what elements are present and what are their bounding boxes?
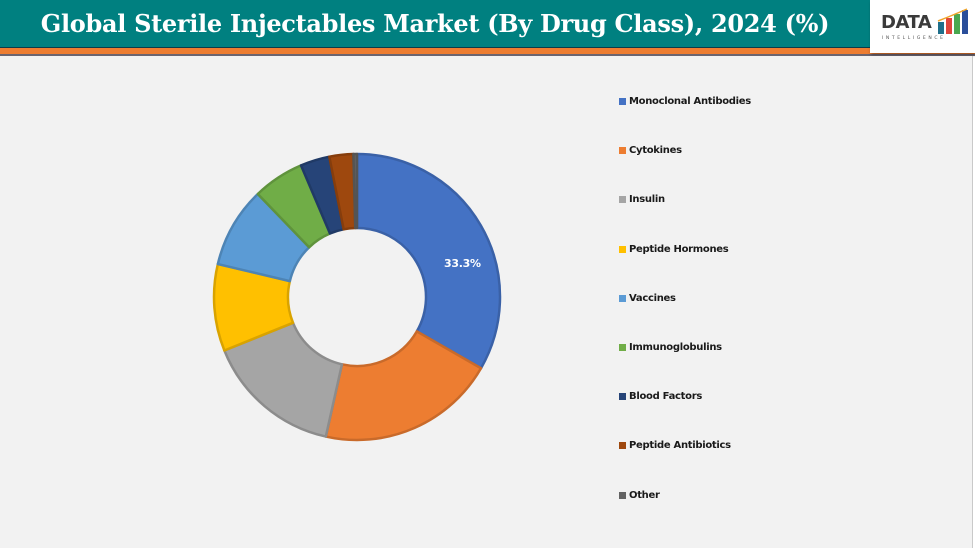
- legend-label: Immunoglobulins: [629, 341, 722, 353]
- donut-chart: [212, 152, 502, 442]
- legend-swatch: [619, 146, 626, 154]
- donut-slice-other[interactable]: [352, 152, 359, 230]
- legend-swatch: [619, 195, 626, 203]
- donut-slice-monoclonal-antibodies[interactable]: [355, 152, 502, 370]
- accent-divider: [0, 48, 975, 56]
- legend-item-insulin[interactable]: Insulin: [619, 192, 665, 206]
- header-bar: Global Sterile Injectables Market (By Dr…: [0, 0, 975, 48]
- legend-label: Monoclonal Antibodies: [629, 95, 751, 107]
- chart-area: 33.3% Monoclonal Antibodies Cytokines In…: [0, 56, 973, 548]
- legend-label: Peptide Hormones: [629, 243, 729, 255]
- legend-swatch: [619, 441, 626, 449]
- legend-label: Peptide Antibiotics: [629, 439, 731, 451]
- legend-label: Other: [629, 489, 660, 501]
- legend-label: Cytokines: [629, 144, 682, 156]
- legend-item-immunoglobulins[interactable]: Immunoglobulins: [619, 340, 722, 354]
- legend-item-cytokines[interactable]: Cytokines: [619, 143, 682, 157]
- legend-label: Insulin: [629, 193, 665, 205]
- data-label-monoclonal: 33.3%: [444, 257, 481, 270]
- legend-swatch: [619, 343, 626, 351]
- legend-item-peptide-hormones[interactable]: Peptide Hormones: [619, 242, 729, 256]
- legend-item-peptide-antibiotics[interactable]: Peptide Antibiotics: [619, 438, 731, 452]
- legend-item-monoclonal-antibodies[interactable]: Monoclonal Antibodies: [619, 94, 751, 108]
- logo-bars-icon: [937, 8, 968, 34]
- legend-label: Blood Factors: [629, 390, 702, 402]
- datam-intelligence-logo: DATA INTELLIGENCE: [870, 0, 975, 53]
- legend-swatch: [619, 294, 626, 302]
- donut-slice-cytokines[interactable]: [324, 330, 483, 442]
- legend-swatch: [619, 245, 626, 253]
- legend-swatch: [619, 97, 626, 105]
- legend-label: Vaccines: [629, 292, 676, 304]
- logo-subtitle: INTELLIGENCE: [882, 36, 946, 41]
- legend-item-vaccines[interactable]: Vaccines: [619, 291, 676, 305]
- chart-title: Global Sterile Injectables Market (By Dr…: [40, 9, 830, 38]
- legend-swatch: [619, 392, 626, 400]
- legend-swatch: [619, 491, 626, 499]
- legend-item-other[interactable]: Other: [619, 488, 660, 502]
- logo-wordmark: DATA: [881, 12, 932, 33]
- legend-item-blood-factors[interactable]: Blood Factors: [619, 389, 702, 403]
